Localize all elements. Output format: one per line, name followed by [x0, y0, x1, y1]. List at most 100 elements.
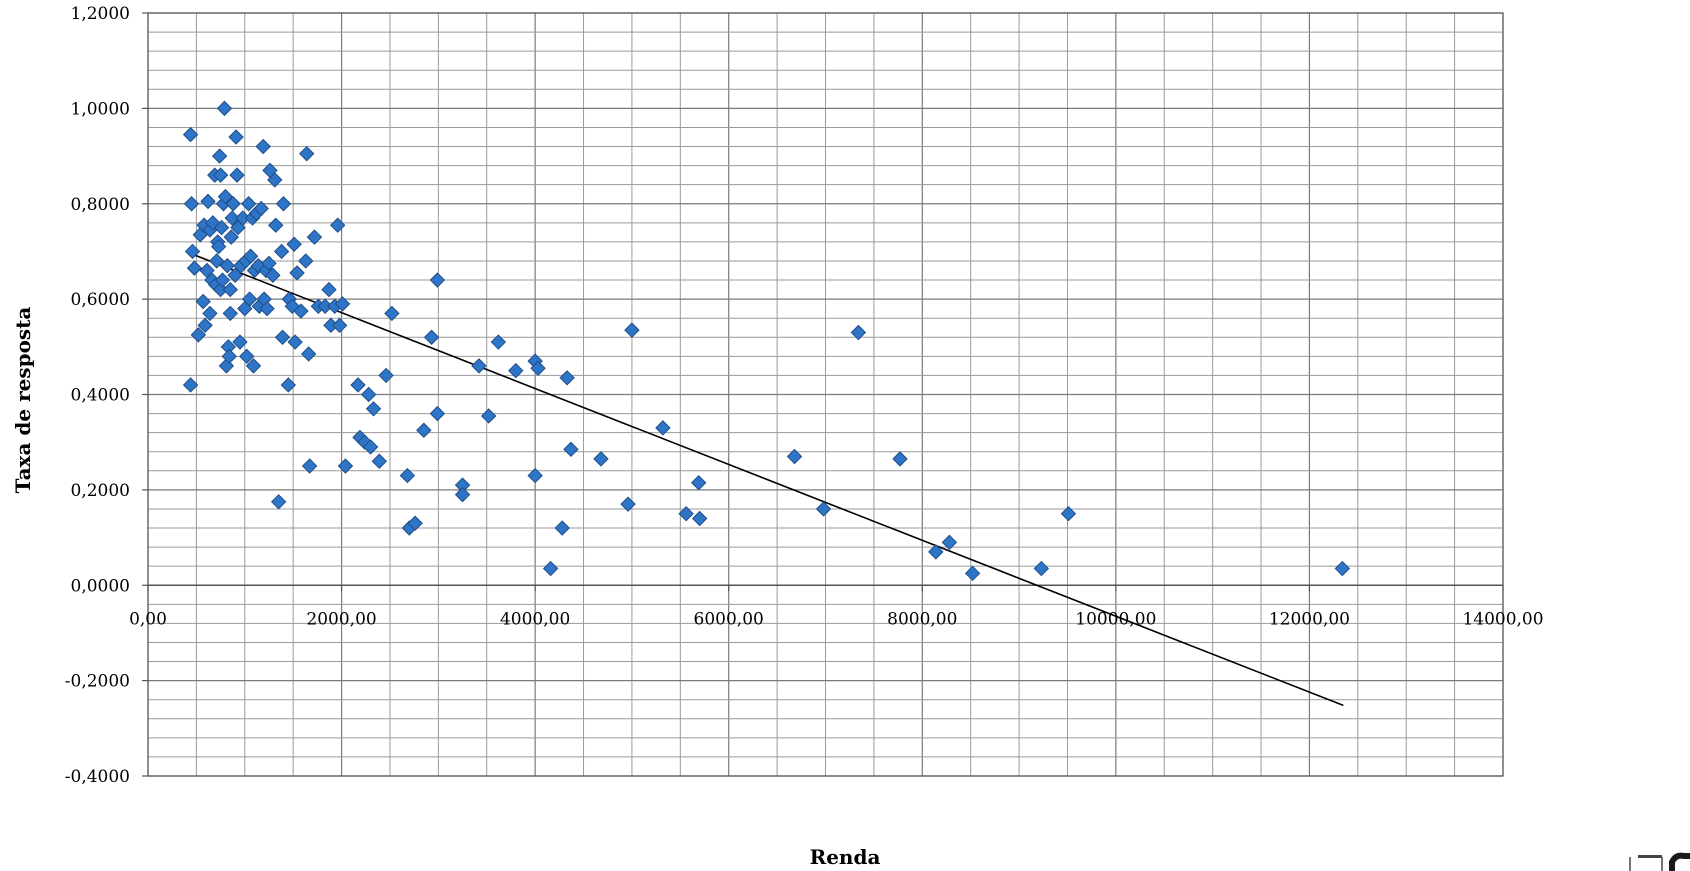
- x-axis-title: Renda: [810, 845, 881, 869]
- data-point: [298, 253, 314, 269]
- data-point: [261, 255, 277, 272]
- data-point: [384, 305, 400, 322]
- data-point: [429, 405, 446, 422]
- data-point: [242, 248, 259, 264]
- data-point: [225, 196, 241, 212]
- data-point: [559, 370, 575, 386]
- data-point: [527, 467, 543, 484]
- data-point: [423, 329, 440, 345]
- data-point: [892, 451, 908, 467]
- data-point: [211, 148, 228, 164]
- corner-logo-fragment: [1629, 852, 1690, 871]
- x-tick-labels: 0,00 2000,00 4000,00 6000,00 8000,00 10000,00…: [129, 609, 1543, 629]
- data-point: [293, 303, 309, 319]
- data-point: [209, 253, 225, 269]
- data-point: [301, 458, 318, 474]
- data-point: [941, 534, 958, 551]
- data-point: [245, 358, 262, 374]
- data-point: [286, 236, 302, 252]
- data-point: [280, 377, 297, 393]
- data-point: [182, 126, 199, 143]
- x-tick-label: 8000,00: [887, 609, 957, 629]
- data-points: [182, 100, 1351, 582]
- x-tick-label: 6000,00: [694, 609, 764, 629]
- data-point: [554, 520, 570, 536]
- data-point: [228, 129, 244, 145]
- data-point: [190, 327, 207, 343]
- data-point: [300, 346, 317, 362]
- data-point: [1334, 560, 1351, 577]
- data-point: [850, 324, 867, 341]
- x-tick-label: 4000,00: [500, 609, 570, 629]
- axes: [142, 12, 1504, 777]
- x-tick-label: 2000,00: [306, 609, 376, 629]
- trendline: [191, 253, 1344, 707]
- data-point: [212, 167, 229, 183]
- data-point: [542, 560, 559, 577]
- data-point: [200, 193, 216, 210]
- data-point: [232, 334, 248, 350]
- data-point: [202, 305, 218, 322]
- data-point: [240, 196, 257, 212]
- data-point: [399, 467, 416, 484]
- data-point: [270, 494, 287, 510]
- data-point: [289, 265, 305, 281]
- y-tick-label: 1,2000: [71, 4, 130, 24]
- data-point: [655, 420, 671, 436]
- data-point: [378, 367, 394, 384]
- data-point: [265, 267, 281, 283]
- y-tick-label: 0,6000: [71, 290, 130, 310]
- data-point: [222, 281, 238, 298]
- y-tick-label: -0,4000: [65, 767, 130, 787]
- y-tick-label: 0,0000: [71, 576, 130, 596]
- data-point: [624, 322, 640, 338]
- data-point: [815, 501, 832, 517]
- data-point: [259, 300, 275, 317]
- y-tick-label: 0,2000: [71, 481, 130, 501]
- data-point: [530, 360, 546, 376]
- data-point: [217, 188, 234, 205]
- data-point: [454, 486, 471, 503]
- x-tick-label: 12000,00: [1269, 609, 1350, 629]
- x-tick-label: 0,00: [129, 609, 167, 629]
- data-point: [471, 358, 487, 374]
- data-point: [275, 196, 292, 212]
- x-tick-label: 14000,00: [1462, 609, 1543, 629]
- data-point: [241, 291, 258, 307]
- data-point: [786, 448, 803, 465]
- data-point: [213, 219, 230, 236]
- data-point: [223, 229, 239, 245]
- data-point: [195, 293, 211, 310]
- data-point: [221, 348, 238, 365]
- data-point: [407, 515, 423, 531]
- gridlines: [147, 12, 1504, 777]
- data-point: [593, 451, 609, 467]
- data-point: [287, 334, 303, 350]
- data-point: [186, 260, 203, 276]
- data-point: [678, 506, 694, 522]
- data-point: [620, 496, 636, 512]
- data-point: [371, 453, 388, 469]
- data-point: [563, 441, 579, 458]
- data-point: [360, 386, 377, 403]
- data-point: [429, 272, 446, 288]
- data-point: [490, 334, 507, 350]
- data-point: [365, 401, 382, 417]
- y-axis-title: Taxa de resposta: [11, 307, 35, 494]
- data-point: [182, 377, 199, 393]
- data-point: [267, 172, 283, 188]
- data-point: [337, 458, 354, 474]
- data-point: [216, 100, 233, 117]
- data-point: [331, 317, 348, 334]
- data-point: [210, 238, 227, 255]
- data-point: [214, 272, 231, 288]
- data-point: [299, 145, 315, 162]
- y-tick-label: 0,8000: [71, 195, 130, 215]
- data-point: [306, 229, 323, 245]
- data-point: [183, 196, 200, 212]
- x-tick-label: 10000,00: [1075, 609, 1156, 629]
- data-point: [508, 362, 524, 379]
- data-point: [239, 348, 255, 365]
